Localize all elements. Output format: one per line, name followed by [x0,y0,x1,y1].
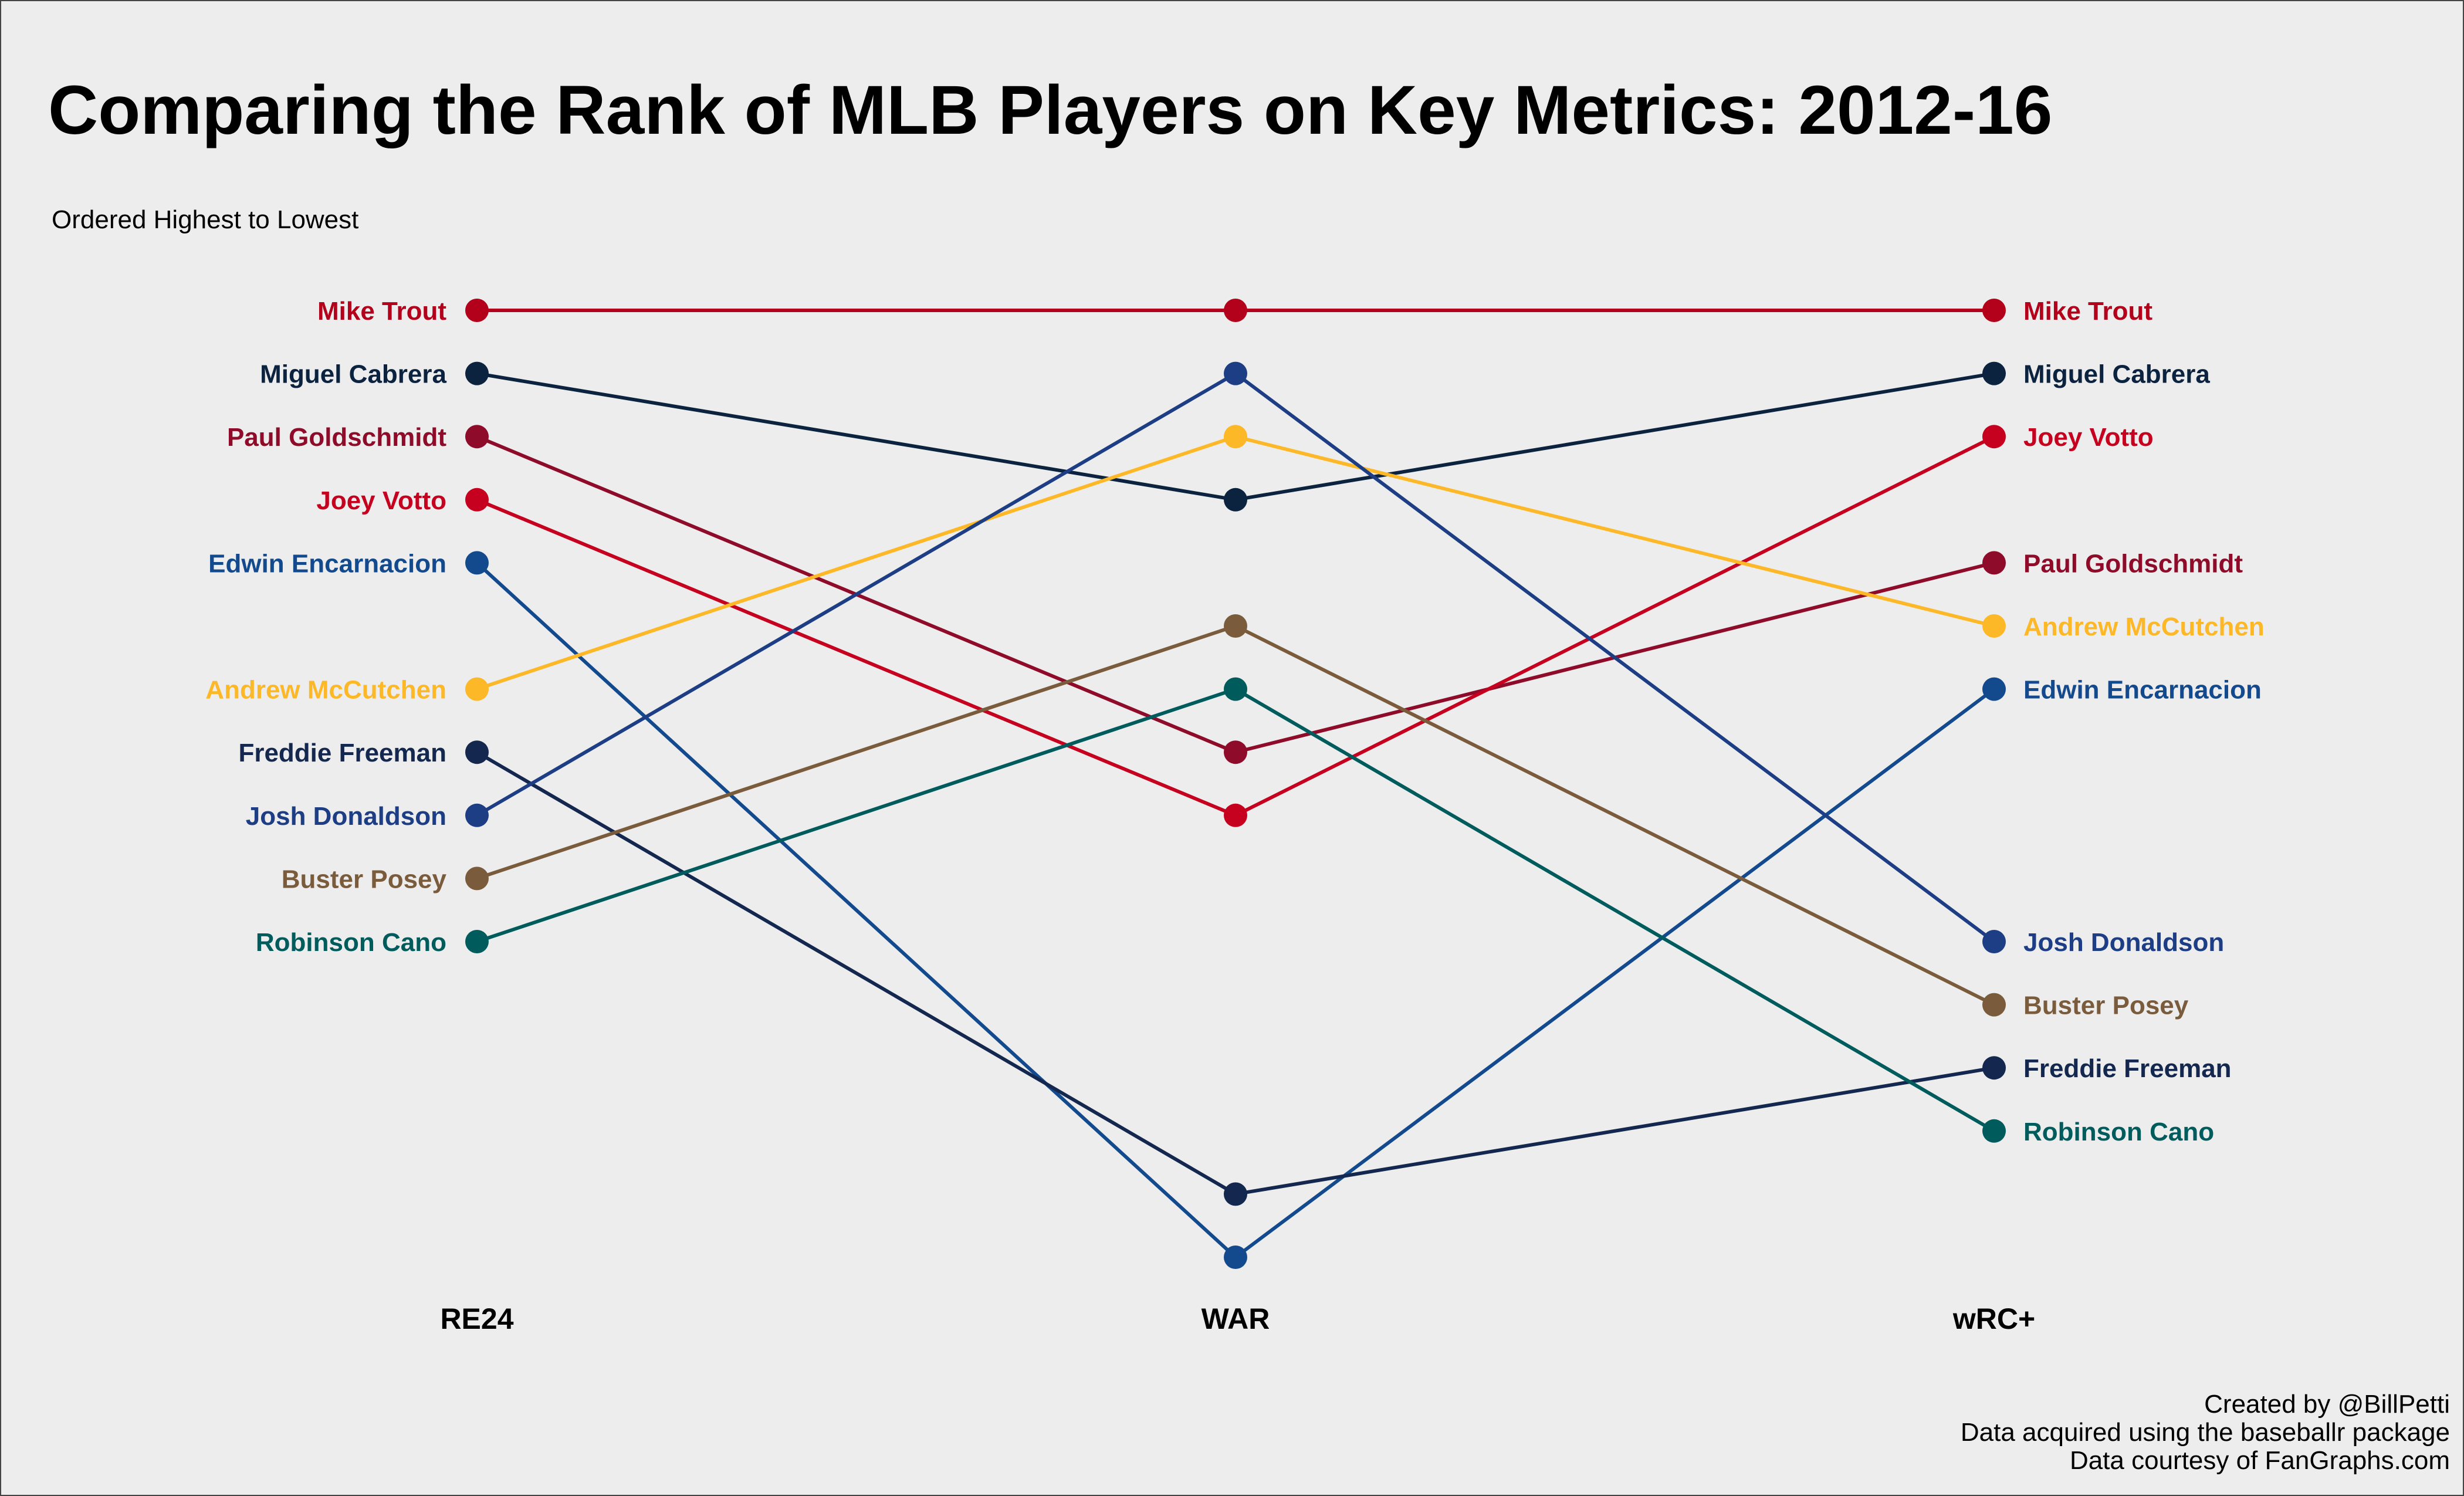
point-edwin-encarnacion-war [1224,1245,1247,1269]
label-right-paul-goldschmidt: Paul Goldschmidt [2023,549,2243,578]
label-left-edwin-encarnacion: Edwin Encarnacion [208,549,446,578]
label-right-buster-posey: Buster Posey [2023,991,2189,1020]
x-axis: RE24 WAR wRC+ [440,1302,2035,1335]
point-paul-goldschmidt-war [1224,740,1247,764]
label-right-robinson-cano: Robinson Cano [2023,1118,2214,1146]
caption-line-source: Data courtesy of FanGraphs.com [2069,1446,2450,1475]
point-miguel-cabrera-war [1224,488,1247,512]
label-left-mike-trout: Mike Trout [317,297,446,326]
point-joey-votto-re24 [465,488,489,512]
point-freddie-freeman-re24 [465,740,489,764]
label-left-miguel-cabrera: Miguel Cabrera [260,360,446,389]
label-right-freddie-freeman: Freddie Freeman [2023,1054,2232,1083]
x-tick-wrc-: wRC+ [1952,1302,2035,1335]
point-andrew-mccutchen-war [1224,425,1247,449]
point-robinson-cano-war [1224,677,1247,701]
point-mike-trout-wrc- [1982,299,2006,322]
series-labels: Mike Trout Mike Trout Miguel Cabrera Miguel… [205,297,2264,1146]
label-right-edwin-encarnacion: Edwin Encarnacion [2023,676,2262,705]
point-joey-votto-wrc- [1982,425,2006,449]
caption: Created by @BillPetti Data acquired usin… [1961,1390,2450,1475]
point-robinson-cano-re24 [465,930,489,953]
point-paul-goldschmidt-wrc- [1982,551,2006,575]
point-josh-donaldson-war [1224,361,1247,385]
point-miguel-cabrera-wrc- [1982,361,2006,385]
label-right-andrew-mccutchen: Andrew McCutchen [2023,612,2265,641]
point-buster-posey-wrc- [1982,993,2006,1017]
line-andrew-mccutchen [476,435,1995,691]
point-josh-donaldson-wrc- [1982,930,2006,953]
caption-line-package: Data acquired using the baseballr packag… [1960,1418,2450,1447]
point-josh-donaldson-re24 [465,803,489,827]
x-tick-re24: RE24 [440,1302,513,1335]
point-buster-posey-re24 [465,867,489,891]
line-josh-donaldson [476,371,1995,943]
point-freddie-freeman-war [1224,1182,1247,1206]
point-edwin-encarnacion-wrc- [1982,677,2006,701]
line-edwin-encarnacion [475,561,1995,1259]
chart-title: Comparing the Rank of MLB Players on Key… [48,72,2053,149]
point-miguel-cabrera-re24 [465,361,489,385]
label-right-josh-donaldson: Josh Donaldson [2023,928,2224,957]
point-freddie-freeman-wrc- [1982,1056,2006,1080]
point-robinson-cano-wrc- [1982,1119,2006,1143]
label-left-buster-posey: Buster Posey [282,865,447,893]
label-left-robinson-cano: Robinson Cano [256,928,446,957]
point-andrew-mccutchen-re24 [465,677,489,701]
point-joey-votto-war [1224,803,1247,827]
label-right-joey-votto: Joey Votto [2023,423,2154,452]
chart-subtitle: Ordered Highest to Lowest [52,205,359,234]
series-lines [475,309,1995,1259]
caption-line-credit: Created by @BillPetti [2204,1390,2450,1419]
label-left-joey-votto: Joey Votto [316,486,446,515]
point-buster-posey-war [1224,614,1247,638]
label-right-miguel-cabrera: Miguel Cabrera [2023,360,2210,389]
label-left-paul-goldschmidt: Paul Goldschmidt [227,423,446,452]
label-left-josh-donaldson: Josh Donaldson [246,802,446,831]
label-right-mike-trout: Mike Trout [2023,297,2152,326]
series-points [465,299,2006,1269]
point-mike-trout-war [1224,299,1247,322]
label-left-andrew-mccutchen: Andrew McCutchen [205,676,446,705]
point-mike-trout-re24 [465,299,489,322]
point-andrew-mccutchen-wrc- [1982,614,2006,638]
point-paul-goldschmidt-re24 [465,425,489,449]
point-edwin-encarnacion-re24 [465,551,489,575]
x-tick-war: WAR [1201,1302,1270,1335]
label-left-freddie-freeman: Freddie Freeman [238,739,446,767]
